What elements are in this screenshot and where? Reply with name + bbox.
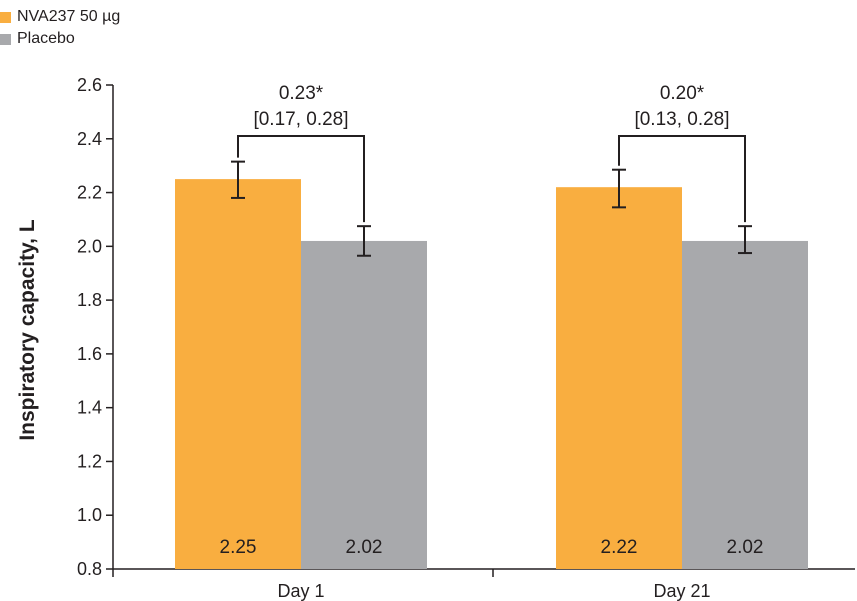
y-tick-label: 2.0 bbox=[77, 236, 102, 256]
x-tick-label: Day 1 bbox=[277, 581, 324, 601]
y-tick-label: 0.8 bbox=[77, 559, 102, 579]
difference-label: 0.23* bbox=[279, 83, 324, 104]
y-tick-label: 1.4 bbox=[77, 398, 102, 418]
significance-bracket bbox=[237, 135, 365, 223]
plot-area: 0.8 1.0 1.2 1.4 1.6 1.8 2.0 2.2 2.4 2.6 2.25 2.02 Da… bbox=[77, 75, 855, 601]
confidence-interval-label: [0.13, 0.28] bbox=[634, 109, 729, 130]
bar-value-label: 2.25 bbox=[220, 537, 257, 558]
confidence-interval-label: [0.17, 0.28] bbox=[253, 109, 348, 130]
y-tick-label: 1.8 bbox=[77, 290, 102, 310]
bar bbox=[175, 179, 301, 569]
bar-value-label: 2.22 bbox=[601, 537, 638, 558]
bar bbox=[556, 187, 682, 569]
bar bbox=[682, 240, 808, 569]
y-axis-title: Inspiratory capacity, L bbox=[16, 219, 39, 441]
chart-legend: NVA237 50 µg Placebo bbox=[0, 6, 120, 50]
y-tick-label: 1.2 bbox=[77, 451, 102, 471]
bar-value-label: 2.02 bbox=[346, 537, 383, 558]
y-tick-label: 2.6 bbox=[77, 75, 102, 95]
y-tick-label: 1.0 bbox=[77, 505, 102, 525]
significance-bracket bbox=[618, 135, 746, 223]
legend-item-nva237: NVA237 50 µg bbox=[0, 6, 120, 28]
bar-value-label: 2.02 bbox=[727, 537, 764, 558]
y-tick-label: 2.2 bbox=[77, 183, 102, 203]
y-tick-label: 2.4 bbox=[77, 129, 102, 149]
legend-label-nva237: NVA237 50 µg bbox=[17, 8, 121, 25]
legend-item-placebo: Placebo bbox=[0, 28, 120, 50]
legend-label-placebo: Placebo bbox=[17, 30, 75, 47]
legend-swatch-placebo bbox=[0, 33, 11, 45]
x-tick-label: Day 21 bbox=[653, 581, 710, 601]
legend-swatch-nva237 bbox=[0, 11, 11, 23]
y-tick-label: 1.6 bbox=[77, 344, 102, 364]
difference-label: 0.20* bbox=[660, 83, 705, 104]
bar bbox=[301, 240, 427, 569]
